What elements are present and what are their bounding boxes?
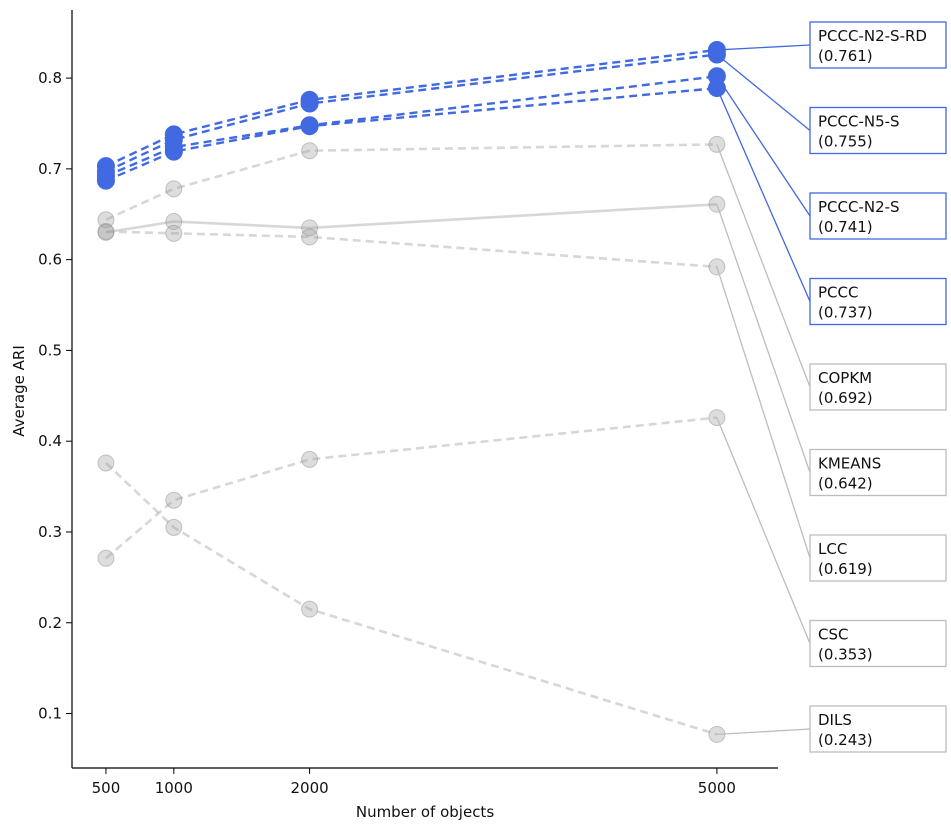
legend-item-copkm: COPKM (0.692) [809,363,947,411]
legend-item-pccc-n2-s: PCCC-N2-S (0.741) [809,192,947,240]
data-point-pccc-n5-s [300,94,319,113]
x-tick-label: 1000 [155,779,193,797]
data-point-lcc [165,224,183,242]
legend-name: LCC [818,540,847,558]
legend-score: (0.353) [818,646,873,664]
legend: PCCC-N2-S-RD(0.761)PCCC-N5-S(0.755)PCCC-… [716,21,947,753]
x-tick-label: 5000 [698,779,736,797]
series-line-copkm [105,143,717,221]
legend-connector-copkm [716,144,811,388]
y-tick-label: 0.7 [38,160,62,178]
legend-score: (0.761) [818,47,873,65]
legend-box [809,363,947,411]
legend-item-pccc-n2-s-rd: PCCC-N2-S-RD (0.761) [809,21,947,69]
series-line-pccc-n2-s [105,75,718,178]
data-point-pccc [300,117,319,136]
legend-box [809,448,947,497]
x-tick-label: 500 [92,779,121,797]
data-point-kmeans [97,223,115,241]
legend-box [809,21,947,69]
data-point-copkm [97,211,115,229]
axes-layer: 0.1 0.2 0.3 0.4 0.5 0.6 0.7 0.8 500 1000 2000 5000 [38,10,778,797]
series-line-pccc [105,86,718,182]
data-point-copkm [301,142,319,160]
data-point-lcc [301,228,319,246]
y-tick-label: 0.8 [38,69,62,87]
legend-score: (0.741) [818,218,873,236]
y-tick-label: 0.5 [38,341,62,359]
data-point-csc [165,491,183,509]
legend-name: PCCC-N5-S [818,113,900,131]
legend-score: (0.737) [818,304,873,322]
legend-score: (0.642) [818,475,873,493]
series-line-csc [105,416,718,560]
series-markers [96,40,726,743]
data-point-pccc [96,171,115,190]
legend-item-kmeans: KMEANS (0.642) [809,448,947,497]
legend-box [809,705,947,753]
y-tick-label: 0.6 [38,251,62,269]
y-axis-label: Average ARI [10,345,28,436]
legend-item-pccc: PCCC (0.737) [809,277,947,326]
legend-connector-kmeans [716,204,811,473]
series-line-dils [105,462,718,736]
data-point-dils [301,600,319,618]
data-point-kmeans [165,213,183,231]
legend-connector-pccc-n5-s [716,53,811,132]
data-point-lcc [97,222,115,240]
x-axis-label: Number of objects [356,803,494,821]
legend-name: PCCC-N2-S-RD [818,27,927,45]
legend-item-dils: DILS (0.243) [809,705,947,753]
legend-score: (0.692) [818,389,873,407]
series-line-pccc-n5-s [105,53,718,173]
legend-connector-pccc [716,87,811,302]
legend-score: (0.755) [818,133,873,151]
data-point-kmeans [301,219,319,237]
data-point-dils [165,518,183,536]
data-point-csc [301,450,319,468]
legend-connector-dils [716,728,811,736]
y-tick-label: 0.3 [38,523,62,541]
series-line-lcc [105,230,717,269]
legend-box [809,106,947,155]
legend-score: (0.619) [818,560,873,578]
legend-connector-pccc-n2-s [716,75,811,217]
legend-item-pccc-n5-s: PCCC-N5-S (0.755) [809,106,947,155]
legend-name: CSC [818,626,848,644]
legend-box [809,534,947,582]
y-tick-label: 0.2 [38,614,62,632]
data-point-pccc [164,142,183,161]
legend-box [809,619,947,668]
data-point-csc [97,549,115,567]
x-tick-label: 2000 [291,779,329,797]
legend-box [809,192,947,240]
legend-score: (0.243) [818,731,873,749]
series-line-pccc-n2-s-rd [105,48,718,168]
y-tick-label: 0.1 [38,705,62,723]
legend-connector-lcc [716,266,811,559]
data-point-dils [97,454,115,472]
legend-box [809,277,947,326]
legend-name: DILS [818,711,852,729]
data-point-copkm [165,180,183,198]
legend-name: PCCC [818,284,858,302]
y-tick-label: 0.4 [38,432,62,450]
legend-connector-csc [716,417,811,644]
legend-item-lcc: LCC (0.619) [809,534,947,582]
legend-name: COPKM [818,369,872,387]
series-line-kmeans [105,203,717,234]
legend-item-csc: CSC (0.353) [809,619,947,668]
legend-name: PCCC-N2-S [818,198,900,216]
series-lines [105,48,718,736]
legend-connector-pccc-n2-s-rd [716,44,811,51]
legend-name: KMEANS [818,455,881,473]
